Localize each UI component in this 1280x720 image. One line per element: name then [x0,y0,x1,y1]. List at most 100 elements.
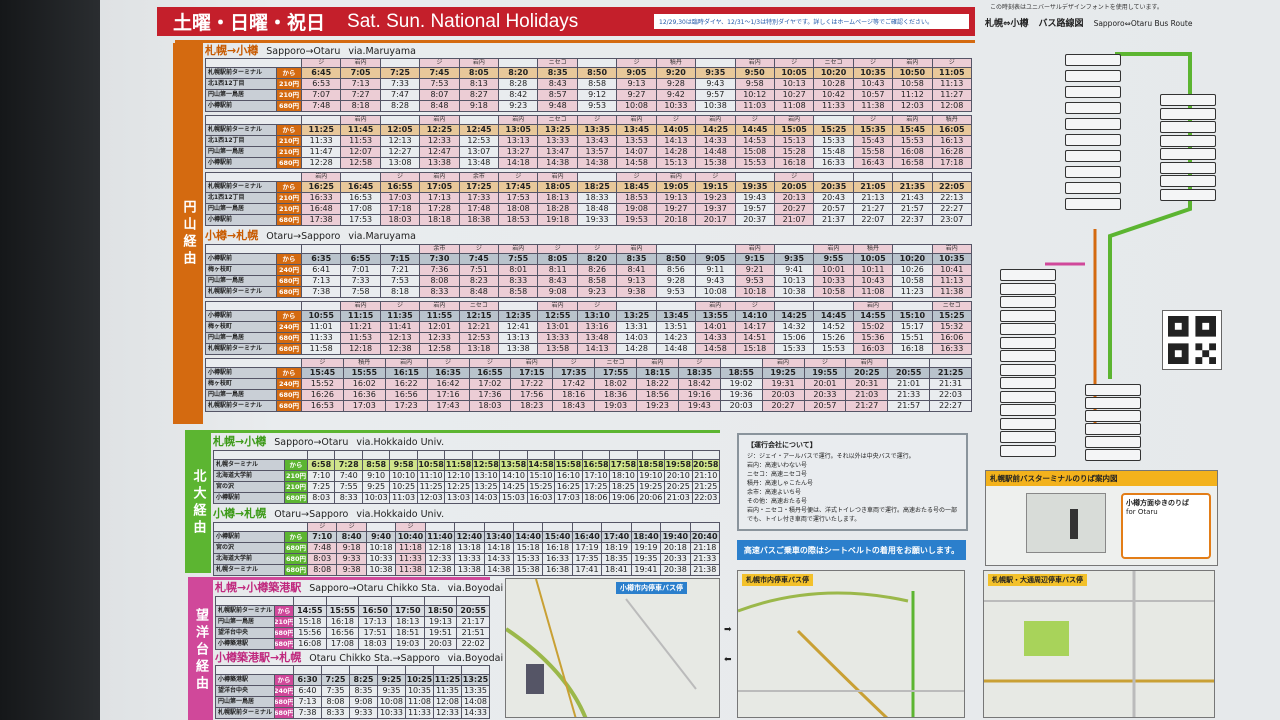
fare-label: 210円 [277,79,301,89]
operator-flag: 岩内 [853,302,893,310]
departure-time: 12:28 [302,158,341,168]
route-stop-box [1085,449,1141,461]
corner-cell [216,597,293,605]
operator-flag: 岩内 [341,59,380,67]
departure-time: 15:51 [893,333,932,343]
monitor-bezel [0,0,100,720]
departure-time: 10:38 [774,287,814,297]
operator-flag: ジ [553,359,595,367]
departure-time: 9:43 [696,79,735,89]
departure-time: 18:53 [617,193,656,203]
departure-time: 12:08 [434,697,461,707]
operator-flag: 岩内 [341,116,380,124]
departure-time: 14:03 [472,493,500,503]
departure-time: 8:57 [538,90,577,100]
route-stop-box [1065,150,1121,162]
station-label: 北1西12丁目 [206,193,276,203]
departure-time: 16:06 [932,333,971,343]
station-label: 北海道大学前 [214,471,284,481]
departure-time: 15:55 [326,606,359,616]
operator-flag [514,523,543,531]
departure-time: 11:33 [396,554,425,564]
departure-time: 21:03 [665,493,692,503]
departure-time: 17:13 [359,617,391,627]
departure-time: 8:13 [459,79,499,89]
timetable-block: ジ積丹 岩内ジジ岩内ジニセコ 岩内ジ岩内ジ岩内 小樽駅前 から 15:45 15:55 16:… [205,358,972,412]
operator-flag [417,451,445,459]
fare-label: 680円 [277,158,301,168]
departure-time: 8:33 [420,287,459,297]
departure-time: 14:38 [538,158,577,168]
fare-label: から [275,606,293,616]
station-label: 小樽築港駅 [216,639,274,649]
departure-time: 10:08 [617,101,656,111]
departure-time: 13:01 [538,322,577,332]
map-otaru-graphic [506,579,697,717]
departure-time: 20:35 [814,182,853,192]
departure-time: 13:47 [538,147,577,157]
departure-time: 11:21 [341,322,380,332]
departure-time: 8:03 [308,493,335,503]
departure-time: 19:25 [637,482,665,492]
departure-time: 7:45 [459,254,499,264]
departure-time: 9:33 [350,708,377,718]
departure-time: 13:18 [455,543,484,553]
departure-time: 12:38 [425,565,455,575]
operator-flag: ジ [735,302,774,310]
departure-time: 14:38 [577,158,617,168]
departure-time: 14:55 [853,311,893,321]
departure-time: 8:43 [538,79,577,89]
departure-time: 14:51 [735,333,774,343]
departure-time: 18:25 [577,182,617,192]
operator-flag [391,597,424,605]
departure-time: 16:33 [543,554,572,564]
departure-time: 7:58 [341,287,380,297]
maruyama-rule [175,40,975,43]
operator-flag [814,173,853,181]
departure-time: 12:21 [459,322,499,332]
departure-time: 20:18 [661,543,690,553]
departure-time: 8:20 [499,68,538,78]
operator-flag [661,523,690,531]
departure-time: 12:33 [425,554,455,564]
departure-time: 17:08 [326,639,359,649]
departure-time: 13:13 [499,136,538,146]
departure-time: 16:02 [343,379,385,389]
departure-time: 10:08 [378,697,405,707]
departure-time: 20:17 [696,215,735,225]
departure-time: 18:53 [499,215,538,225]
route-via: via.Boyodai [447,583,504,594]
route-via: via.Hokkaido Univ. [356,509,445,520]
route-stop-box [1065,166,1121,178]
corner-cell [206,359,301,367]
operator-flag: 岩内 [762,359,804,367]
departure-time: 8:07 [420,90,459,100]
departure-time: 20:43 [814,193,853,203]
departure-time: 19:36 [720,390,762,400]
departure-time: 9:08 [538,287,577,297]
departure-time: 6:55 [341,254,380,264]
operator-flag: ジ [380,302,420,310]
departure-time: 17:28 [420,204,459,214]
departure-time: 22:27 [932,204,971,214]
departure-time: 10:18 [735,287,774,297]
departure-time: 7:25 [308,482,335,492]
operator-flag: ニセコ [814,59,853,67]
header-title-en: Sat. Sun. National Holidays [347,10,579,32]
operator-flag [572,523,602,531]
departure-time: 20:25 [846,368,888,378]
qr-code[interactable] [1162,310,1222,370]
departure-time: 11:33 [406,708,433,718]
departure-time: 15:02 [853,322,893,332]
notice-line: 岩内・ニセコ・積丹号便は、洋式トイレつき車両で運行。高速おたる号の一部でも、トイ… [747,507,958,523]
operator-flag: 岩内 [696,302,735,310]
departure-time: 16:08 [893,147,932,157]
departure-time: 16:58 [582,460,610,470]
departure-time: 23:07 [932,215,971,225]
departure-time: 16:40 [572,532,602,542]
departure-time: 21:35 [893,182,932,192]
departure-time: 12:18 [341,344,380,354]
departure-time: 13:08 [380,158,420,168]
fare-label: から [285,532,307,542]
departure-time: 10:43 [853,276,893,286]
